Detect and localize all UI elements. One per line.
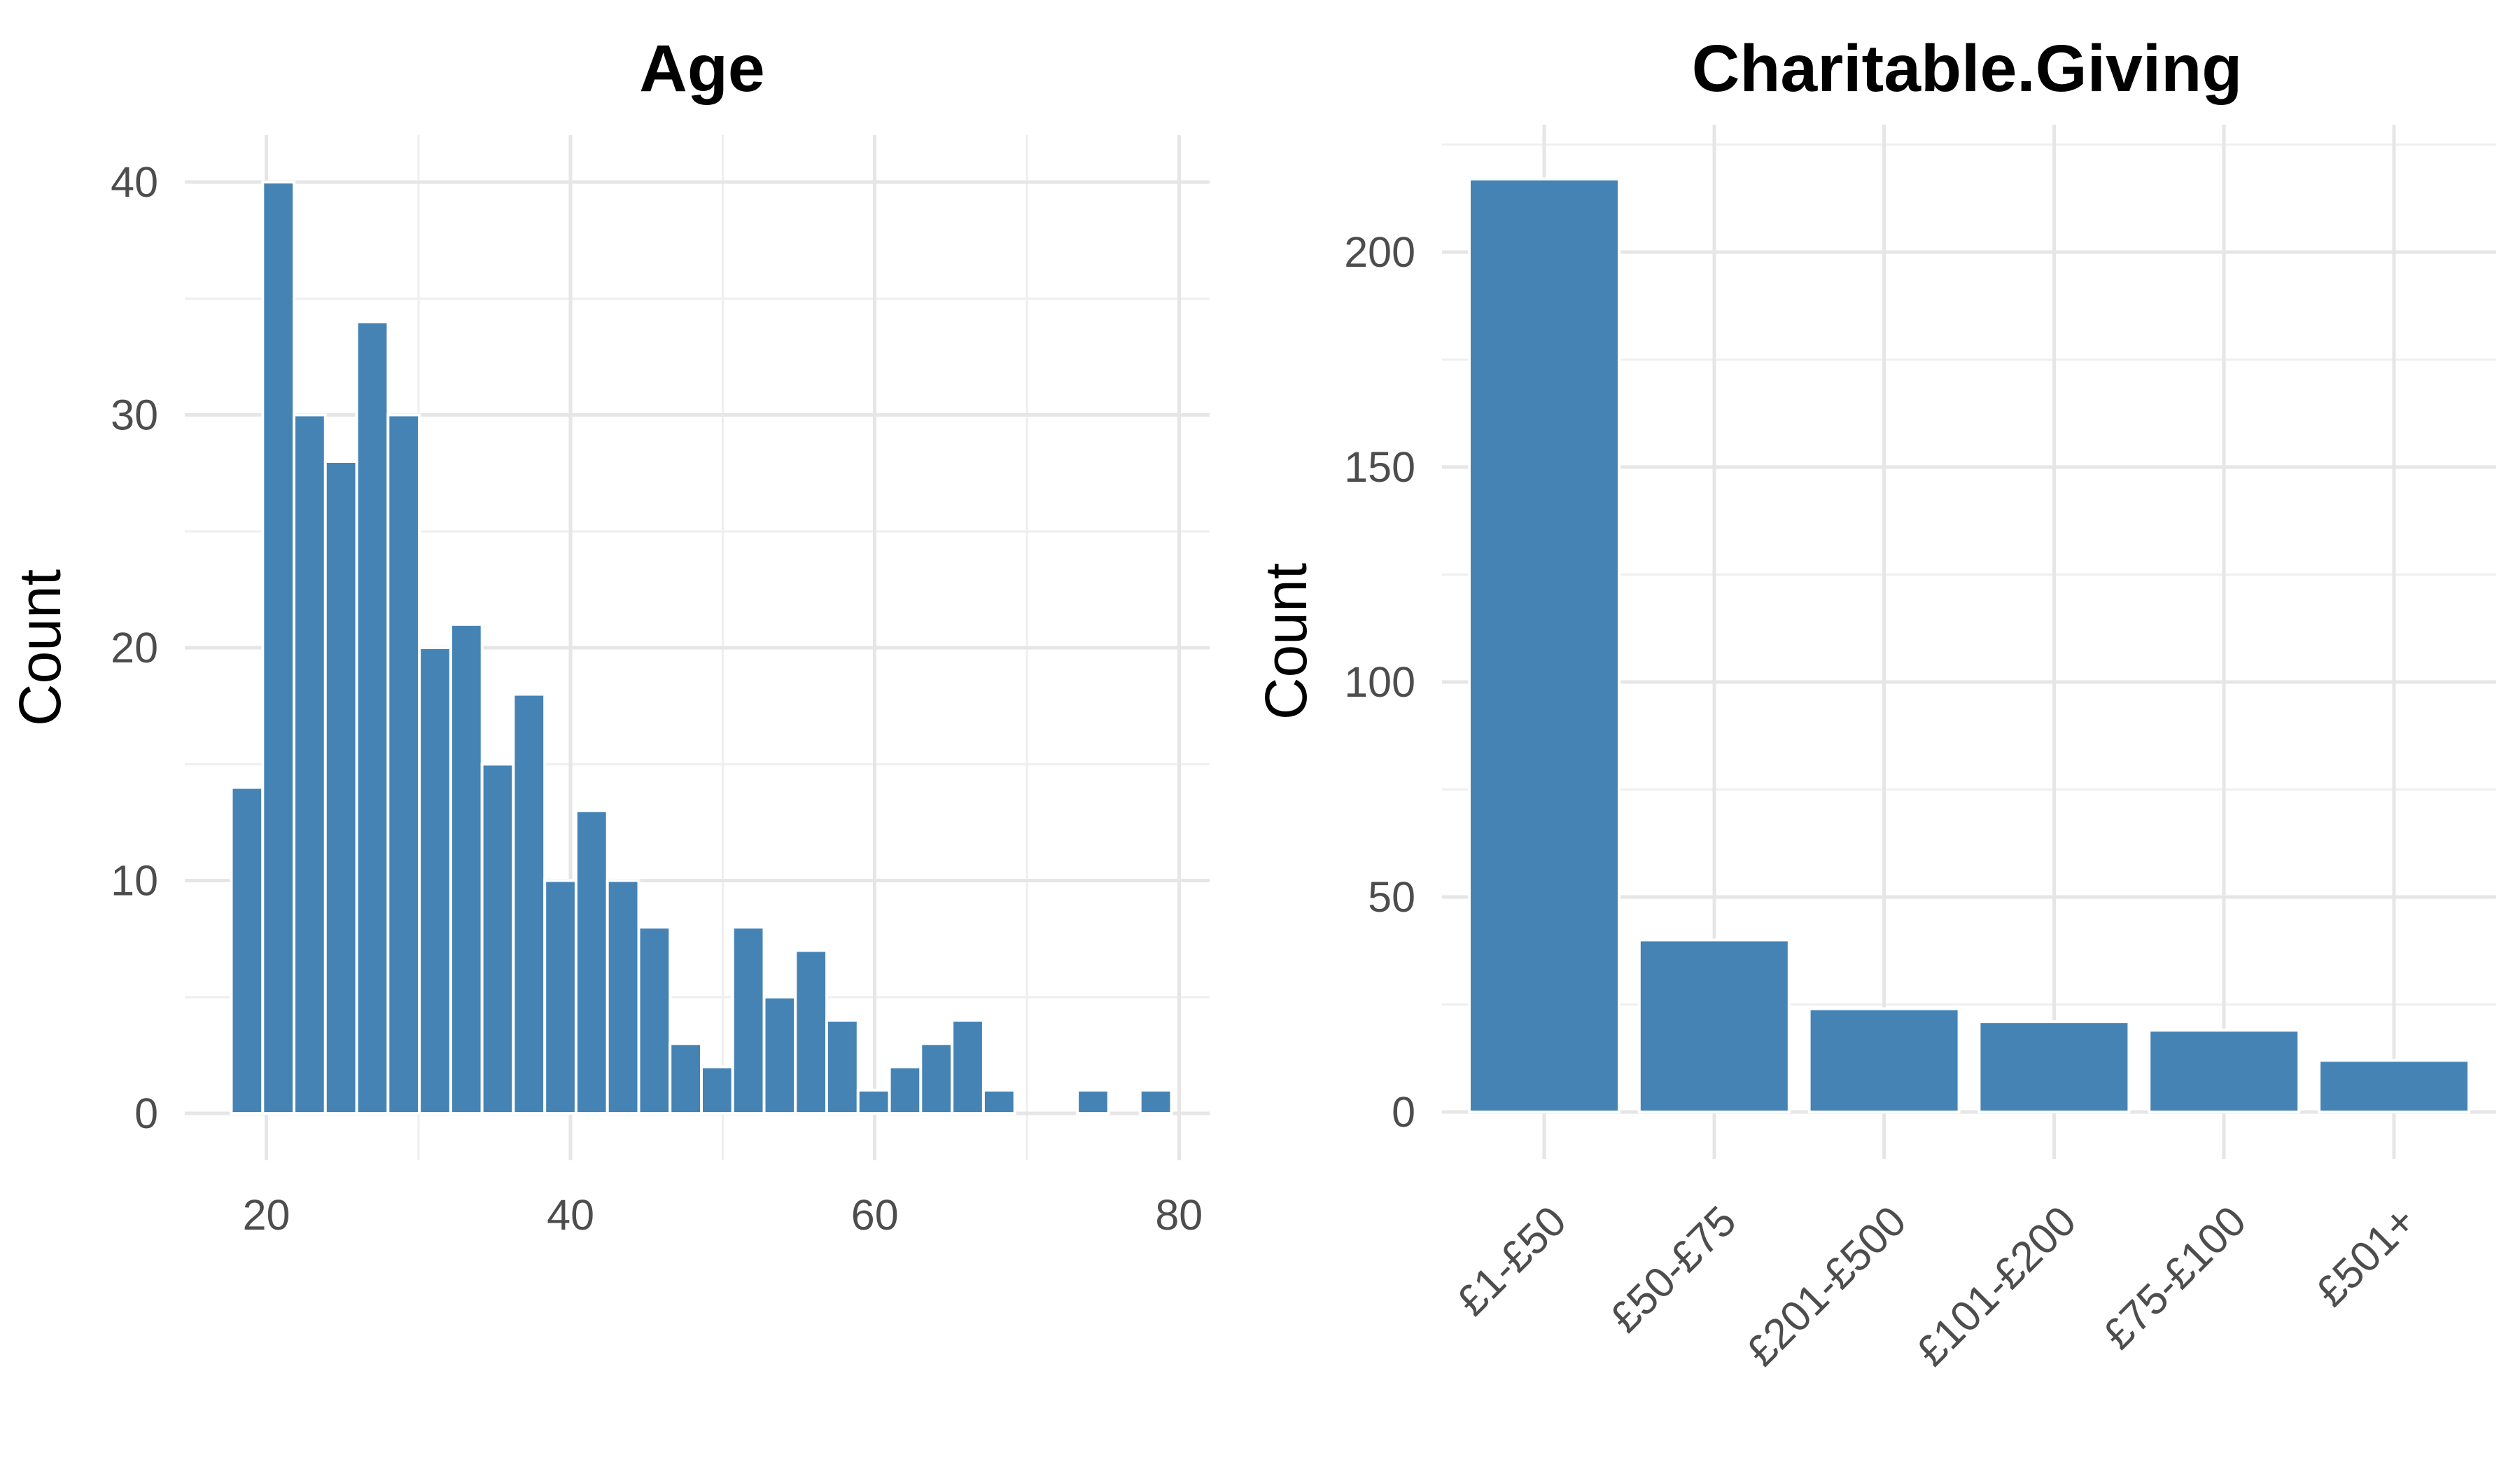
x-axis-category-label: £75-£100 <box>2094 1197 2255 1358</box>
histogram-bar <box>606 879 640 1115</box>
histogram-bar <box>261 181 296 1115</box>
x-axis-category-label: £1-£50 <box>1448 1197 1575 1324</box>
histogram-bar <box>1076 1088 1110 1115</box>
histogram-bar <box>480 763 515 1115</box>
x-axis-category-label: £101-£200 <box>1907 1197 2085 1375</box>
x-axis-tick-label: 40 <box>547 1191 594 1239</box>
y-axis-tick-label: 0 <box>1392 1088 1415 1136</box>
histogram-bar <box>449 623 484 1115</box>
histogram-bar <box>700 1065 734 1115</box>
histogram-bar <box>355 320 390 1115</box>
left-y-axis-title: Count <box>7 569 73 726</box>
histogram-bar <box>512 693 547 1115</box>
histogram-bar <box>825 1019 860 1115</box>
histogram-bar <box>293 413 327 1115</box>
histogram-bar <box>856 1088 891 1115</box>
x-axis-tick-label: 60 <box>851 1191 899 1239</box>
left-chart-bars <box>230 181 1173 1115</box>
histogram-bar <box>888 1065 923 1115</box>
histogram-bar <box>981 1088 1016 1115</box>
right-y-axis-title: Count <box>1253 563 1319 720</box>
y-axis-tick-label: 0 <box>134 1090 158 1137</box>
category-bar <box>1637 938 1791 1114</box>
histogram-bar <box>323 460 358 1115</box>
y-axis-tick-label: 200 <box>1344 228 1415 276</box>
histogram-bar <box>951 1019 985 1115</box>
left-chart-tick-labels: 0 10 20 30 40 20 40 60 80 <box>111 158 1203 1239</box>
histogram-bar <box>574 809 609 1115</box>
histogram-bar <box>1138 1088 1173 1115</box>
histogram-bar <box>794 949 829 1115</box>
histogram-bar <box>731 926 766 1115</box>
right-chart-title: Charitable.Giving <box>1692 32 2243 106</box>
histogram-bar <box>637 926 672 1115</box>
histogram-bar <box>230 786 265 1115</box>
x-axis-category-label: £501+ <box>2306 1197 2425 1315</box>
right-chart-bars <box>1468 177 2470 1114</box>
x-axis-category-label: £50-£75 <box>1601 1197 1745 1341</box>
histogram-bar <box>919 1042 954 1115</box>
category-bar <box>1977 1020 2131 1113</box>
y-axis-tick-label: 10 <box>111 857 158 905</box>
y-axis-tick-label: 40 <box>111 158 158 206</box>
y-axis-tick-label: 50 <box>1368 873 1415 921</box>
x-axis-tick-label: 20 <box>243 1191 290 1239</box>
y-axis-tick-label: 100 <box>1344 658 1415 706</box>
y-axis-tick-label: 30 <box>111 391 158 439</box>
x-axis-category-label: £201-£500 <box>1737 1197 1914 1375</box>
left-chart-title: Age <box>639 32 764 106</box>
category-bar <box>2318 1059 2470 1114</box>
histogram-bar <box>418 646 452 1115</box>
histogram-bar <box>668 1042 704 1115</box>
y-axis-tick-label: 20 <box>111 624 158 672</box>
x-axis-tick-label: 80 <box>1155 1191 1203 1239</box>
histogram-bar <box>762 995 797 1115</box>
histogram-bar <box>386 413 421 1115</box>
category-bar <box>1468 177 1620 1114</box>
histogram-bar <box>543 879 578 1115</box>
category-bar <box>1807 1007 1961 1113</box>
y-axis-tick-label: 150 <box>1344 443 1415 491</box>
category-bar <box>2148 1029 2301 1114</box>
